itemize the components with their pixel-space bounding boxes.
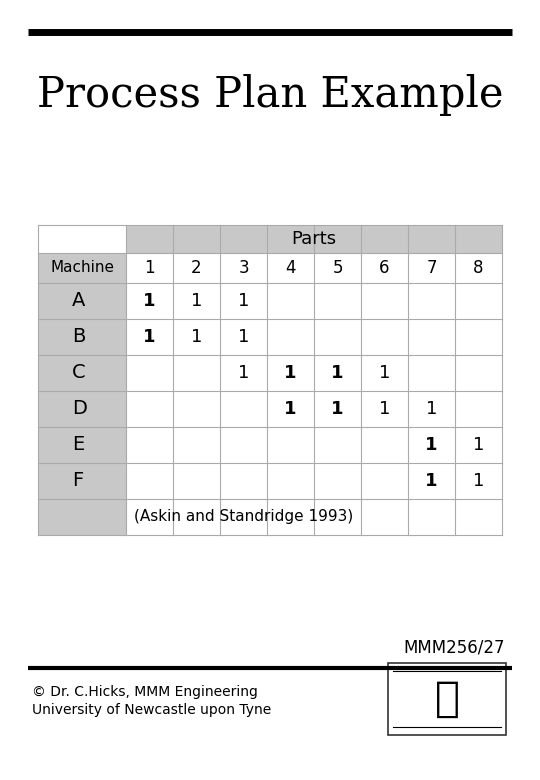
Text: 1: 1 [238, 328, 249, 346]
Text: University of Newcastle upon Tyne: University of Newcastle upon Tyne [32, 703, 271, 717]
Text: Parts: Parts [292, 230, 336, 248]
Bar [126, 463, 502, 499]
Text: 7: 7 [426, 259, 437, 277]
Text: Process Plan Example: Process Plan Example [37, 74, 503, 116]
Text: 2: 2 [191, 259, 202, 277]
Text: MMM256/27: MMM256/27 [403, 639, 505, 657]
Text: B: B [72, 328, 85, 346]
Bar [38, 355, 126, 391]
Bar [38, 463, 126, 499]
Bar [126, 225, 502, 253]
Text: 1: 1 [473, 436, 484, 454]
Text: C: C [72, 363, 86, 382]
Bar [38, 253, 126, 283]
Text: 1: 1 [191, 328, 202, 346]
Text: 1: 1 [143, 292, 156, 310]
Text: 1: 1 [191, 292, 202, 310]
Text: 1: 1 [331, 364, 344, 382]
Text: © Dr. C.Hicks, MMM Engineering: © Dr. C.Hicks, MMM Engineering [32, 685, 258, 699]
Text: F: F [72, 471, 83, 491]
Bar [126, 283, 502, 319]
Text: E: E [72, 435, 84, 455]
Text: A: A [72, 292, 85, 310]
Text: 5: 5 [332, 259, 343, 277]
Text: 1: 1 [379, 364, 390, 382]
Text: 1: 1 [143, 328, 156, 346]
Text: 1: 1 [284, 400, 297, 418]
Bar [38, 319, 126, 355]
Text: 1: 1 [284, 364, 297, 382]
Bar [126, 253, 502, 283]
Text: 1: 1 [379, 400, 390, 418]
Text: 1: 1 [238, 364, 249, 382]
Bar [126, 391, 502, 427]
Text: D: D [72, 399, 87, 419]
Text: 1: 1 [331, 400, 344, 418]
Text: 6: 6 [379, 259, 390, 277]
Text: 1: 1 [144, 259, 155, 277]
Text: 1: 1 [426, 400, 437, 418]
Text: (Askin and Standridge 1993): (Askin and Standridge 1993) [134, 509, 353, 524]
Text: 3: 3 [238, 259, 249, 277]
Bar [38, 283, 126, 319]
Text: 1: 1 [426, 436, 438, 454]
Bar [38, 391, 126, 427]
Bar [38, 225, 126, 253]
Text: 8: 8 [473, 259, 484, 277]
Text: 🦁: 🦁 [435, 678, 460, 720]
Bar [126, 499, 502, 535]
Bar [126, 355, 502, 391]
Text: 1: 1 [238, 292, 249, 310]
Bar [38, 499, 126, 535]
Text: 1: 1 [426, 472, 438, 490]
Text: 1: 1 [473, 472, 484, 490]
Text: Machine: Machine [50, 261, 114, 275]
Bar [126, 427, 502, 463]
Bar [38, 427, 126, 463]
Bar [388, 663, 506, 735]
Bar [126, 319, 502, 355]
Text: 4: 4 [285, 259, 296, 277]
